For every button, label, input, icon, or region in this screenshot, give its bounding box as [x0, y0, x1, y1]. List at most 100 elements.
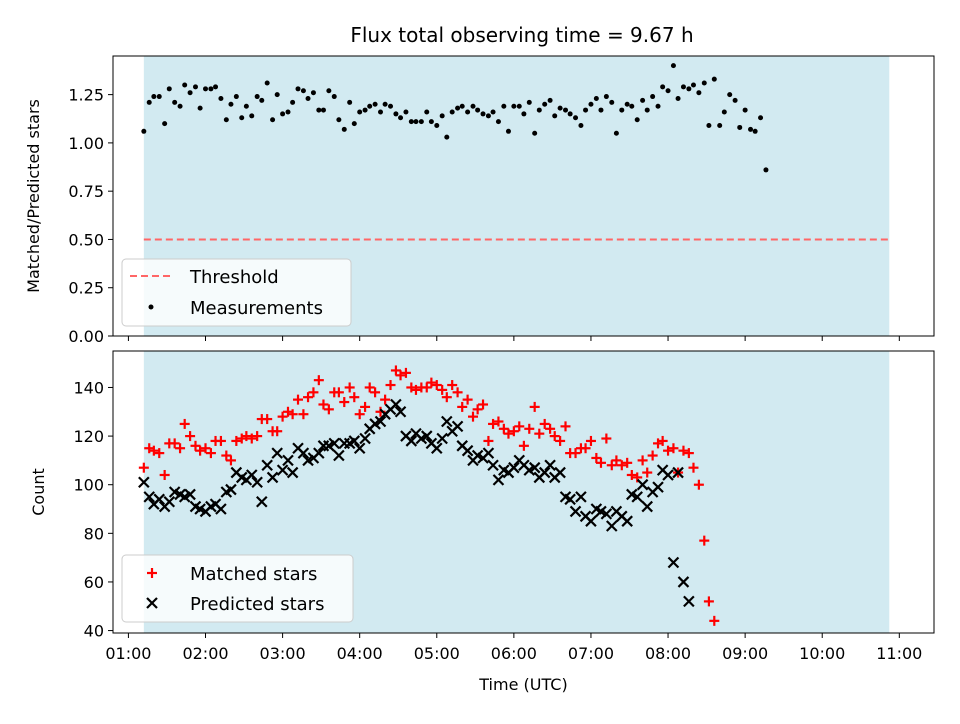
- matched-star-point: [468, 411, 479, 422]
- predicted-star-point: [575, 491, 587, 503]
- measurement-point: [208, 86, 214, 92]
- measurement-point: [495, 119, 501, 125]
- matched-star-point: [287, 409, 298, 420]
- count-panel: 40 60 80 100 120 140 01:00 02:00 03:00 04:00 05:0…: [29, 350, 935, 694]
- measurement-point: [300, 88, 306, 94]
- predicted-star-point: [585, 515, 597, 527]
- y-tick-label: 1.00: [68, 134, 104, 153]
- predicted-star-point: [276, 464, 289, 476]
- cross-stroke-b: [276, 464, 289, 476]
- cross-stroke-b: [662, 469, 674, 481]
- matched-star-point: [591, 452, 602, 463]
- matched-star-point: [272, 426, 283, 437]
- measurement-point: [320, 107, 326, 113]
- matched-star-point: [534, 428, 545, 439]
- cross-stroke-b: [390, 398, 402, 411]
- measurement-point: [742, 107, 748, 113]
- predicted-star-point: [394, 405, 407, 418]
- cross-stroke-b: [189, 500, 202, 513]
- cross-stroke-b: [353, 442, 366, 455]
- measurement-point: [536, 107, 542, 113]
- cross-stroke-b: [420, 430, 433, 442]
- cross-stroke-b: [461, 444, 474, 457]
- cross-stroke-b: [143, 491, 156, 503]
- cross-stroke-b: [405, 435, 418, 447]
- x-tick-label: 07:00: [568, 644, 614, 663]
- measurement-point: [485, 113, 491, 119]
- predicted-star-point: [138, 476, 150, 489]
- measurement-point: [388, 103, 394, 109]
- measurement-point: [752, 128, 758, 134]
- measurement-point: [501, 103, 507, 109]
- measurement-point: [470, 103, 476, 109]
- measurement-point: [393, 111, 399, 117]
- predicted-star-point: [374, 415, 387, 428]
- measurement-point: [259, 97, 265, 103]
- measurement-point: [475, 107, 481, 113]
- measurement-point: [557, 105, 563, 111]
- cross-stroke-b: [559, 491, 572, 503]
- legend-measurements-label: Measurements: [190, 298, 323, 319]
- predicted-star-point: [215, 503, 227, 515]
- matched-star-point: [637, 455, 648, 466]
- cross-stroke-b: [251, 476, 263, 489]
- cross-stroke-b: [235, 471, 248, 484]
- cross-stroke-b: [256, 495, 268, 508]
- measurement-point: [444, 134, 450, 140]
- measurement-point: [583, 107, 589, 113]
- predicted-star-point: [538, 466, 551, 479]
- measurement-point: [690, 82, 696, 88]
- ratio-legend: Threshold Measurements: [121, 258, 352, 327]
- x-tick-label: 01:00: [105, 644, 151, 663]
- chart-title: Flux total observing time = 9.67 h: [350, 23, 693, 47]
- measurement-point: [629, 103, 635, 109]
- cross-stroke-b: [168, 486, 181, 498]
- matched-star-point: [390, 365, 401, 376]
- measurement-point: [192, 84, 198, 90]
- predicted-star-point: [359, 432, 371, 445]
- predicted-star-point: [544, 459, 556, 472]
- predicted-star-point: [482, 447, 495, 459]
- cross-stroke-b: [631, 491, 643, 503]
- cross-stroke-b: [641, 500, 654, 513]
- measurement-point: [578, 123, 584, 129]
- cross-stroke-b: [282, 454, 294, 467]
- matched-star-point: [205, 448, 216, 459]
- measurement-point: [408, 119, 414, 125]
- measurement-point: [613, 130, 619, 136]
- cross-stroke-b: [266, 471, 279, 484]
- matched-star-point: [488, 418, 499, 429]
- cross-stroke-b: [271, 447, 283, 459]
- predicted-star-point: [328, 437, 341, 450]
- cross-stroke-b: [610, 505, 623, 518]
- predicted-star-point: [297, 447, 310, 459]
- ratio-legend-box: [121, 258, 352, 327]
- measurement-point: [624, 101, 630, 107]
- matched-star-point: [344, 382, 355, 393]
- cross-stroke-b: [585, 515, 597, 527]
- cross-stroke-b: [528, 461, 541, 474]
- cross-stroke-b: [174, 488, 186, 501]
- measurement-point: [727, 92, 733, 98]
- x-tick-label: 11:00: [876, 644, 922, 663]
- cross-stroke-b: [328, 437, 341, 450]
- matched-star-point: [154, 448, 165, 459]
- ratio-axes-frame: [112, 55, 935, 337]
- measurement-point: [218, 95, 224, 101]
- y-tick-label: 40: [84, 622, 104, 641]
- measurement-point: [151, 94, 157, 100]
- matched-star-point: [339, 397, 350, 408]
- predicted-star-point: [508, 461, 520, 474]
- measurement-point: [367, 103, 373, 109]
- cross-stroke-b: [626, 488, 638, 501]
- y-tick-label: 0.50: [68, 230, 104, 249]
- matched-star-point: [400, 367, 411, 378]
- matched-star-point: [231, 435, 242, 446]
- predicted-star-point: [313, 447, 325, 459]
- cross-stroke-b: [138, 476, 150, 489]
- predicted-star-point: [163, 495, 176, 508]
- matched-star-point: [441, 392, 452, 403]
- cross-stroke-b: [225, 483, 237, 496]
- legend-plus-marker: [147, 568, 157, 578]
- measurement-point: [316, 107, 322, 113]
